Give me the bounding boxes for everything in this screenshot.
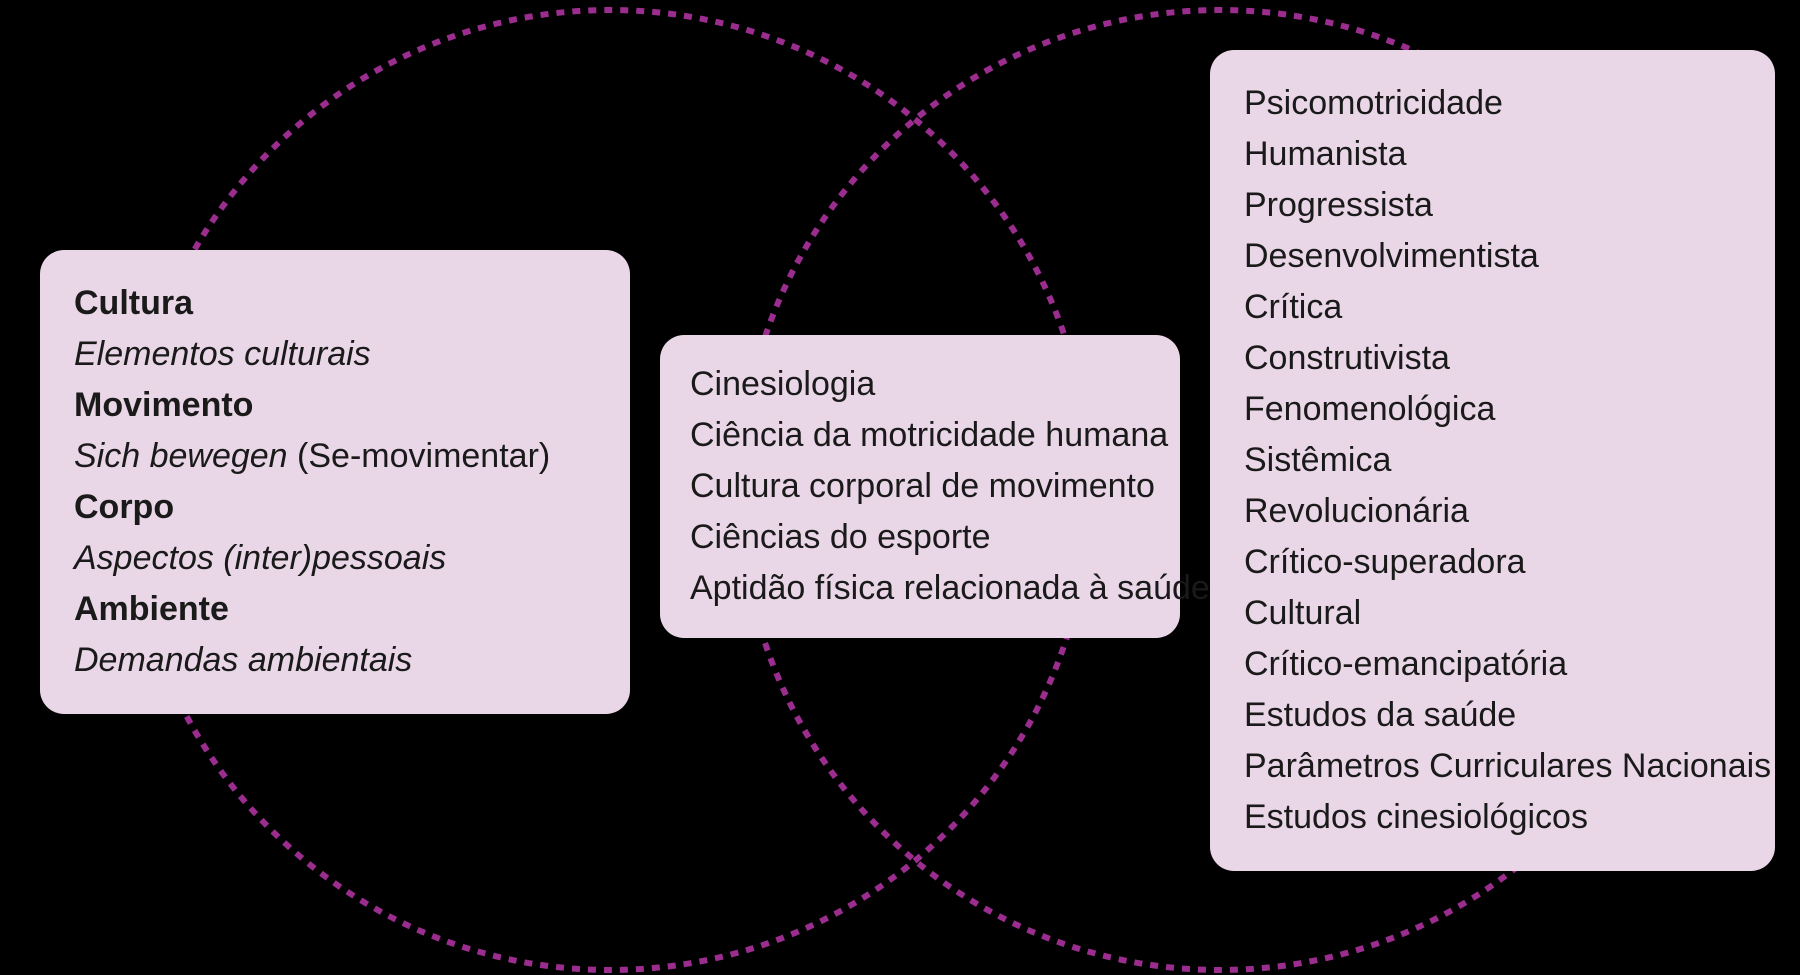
right-item-9: Crítico-superadora — [1244, 537, 1741, 588]
center-item-1: Ciência da motricidade humana — [690, 410, 1150, 461]
right-item-11: Crítico-emancipatória — [1244, 639, 1741, 690]
left-sub-1-italic: Sich bewegen — [74, 437, 288, 475]
left-sub-2: Aspectos (inter)pessoais — [74, 533, 596, 584]
right-item-1: Humanista — [1244, 129, 1741, 180]
right-item-0: Psicomotricidade — [1244, 78, 1741, 129]
center-item-3: Ciências do esporte — [690, 512, 1150, 563]
left-sub-1: Sich bewegen (Se-movimentar) — [74, 431, 596, 482]
left-label-0: Cultura — [74, 278, 596, 329]
left-sub-0: Elementos culturais — [74, 329, 596, 380]
left-sub-1-plain: (Se-movimentar) — [288, 437, 551, 475]
center-item-0: Cinesiologia — [690, 359, 1150, 410]
left-label-3: Ambiente — [74, 584, 596, 635]
right-item-4: Crítica — [1244, 282, 1741, 333]
right-box: Psicomotricidade Humanista Progressista … — [1210, 50, 1775, 871]
left-label-1: Movimento — [74, 380, 596, 431]
center-box: Cinesiologia Ciência da motricidade huma… — [660, 335, 1180, 638]
left-sub-3: Demandas ambientais — [74, 635, 596, 686]
left-box: Cultura Elementos culturais Movimento Si… — [40, 250, 630, 714]
right-item-13: Parâmetros Curriculares Nacionais — [1244, 741, 1741, 792]
center-item-2: Cultura corporal de movimento — [690, 461, 1150, 512]
center-item-4: Aptidão física relacionada à saúde — [690, 563, 1150, 614]
right-item-3: Desenvolvimentista — [1244, 231, 1741, 282]
right-item-12: Estudos da saúde — [1244, 690, 1741, 741]
right-item-14: Estudos cinesiológicos — [1244, 792, 1741, 843]
right-item-6: Fenomenológica — [1244, 384, 1741, 435]
right-item-2: Progressista — [1244, 180, 1741, 231]
right-item-5: Construtivista — [1244, 333, 1741, 384]
left-label-2: Corpo — [74, 482, 596, 533]
right-item-8: Revolucionária — [1244, 486, 1741, 537]
diagram-canvas: Cultura Elementos culturais Movimento Si… — [0, 0, 1800, 975]
right-item-10: Cultural — [1244, 588, 1741, 639]
right-item-7: Sistêmica — [1244, 435, 1741, 486]
